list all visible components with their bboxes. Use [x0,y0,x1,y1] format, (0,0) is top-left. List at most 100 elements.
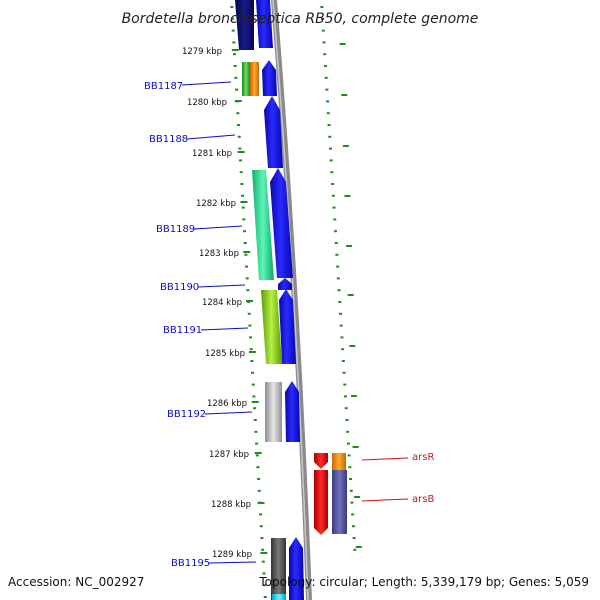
dot-inner [259,513,263,516]
gene-feature[interactable] [252,170,274,280]
dot-inner [238,147,242,150]
scale-tick-outer [349,345,356,347]
dot-inner [243,230,247,233]
scale-tick [243,251,251,253]
dot-outer [334,242,338,244]
dot-outer [333,230,337,233]
scale-tick-outer [354,496,361,498]
dot-outer [338,312,342,315]
gene-feature[interactable] [264,96,283,168]
dot-outer [335,253,339,256]
dot-inner [245,265,249,268]
gene-label-arsb[interactable]: arsB [412,494,434,505]
dot-inner [251,371,255,374]
dot-outer [336,265,340,268]
tick-label: 1282 kbp [196,199,236,209]
gene-feature[interactable] [261,290,282,364]
gene-feature[interactable] [332,453,346,470]
scale-tick-outer [339,43,346,45]
dot-inner [237,124,241,126]
dot-inner [233,53,237,56]
dot-inner [232,41,236,44]
gene-feature[interactable] [289,537,304,600]
scale-tick-outer [352,446,359,448]
dot-outer [337,289,341,292]
dot-outer [331,194,335,197]
gene-feature[interactable] [271,538,286,600]
dot-inner [242,218,246,221]
dot-outer [328,135,332,138]
gene-labels[interactable]: BB1187 BB1188 BB1189 BB1190 BB1191 BB119… [144,81,434,569]
dot-outer [351,525,355,528]
tick-label: 1289 kbp [212,550,252,560]
dot-inner [257,489,261,492]
dot-inner [262,572,266,575]
dot-outer [336,277,340,280]
dot-outer [326,100,330,103]
dot-inner [257,478,261,480]
gene-feature[interactable] [272,594,286,600]
scale-tick-outer [346,245,353,247]
dot-inner [231,17,235,20]
tick-label: 1286 kbp [207,399,247,409]
dot-outer [338,301,342,303]
gene-feature[interactable] [279,289,296,364]
dot-outer [322,41,326,44]
gene-feature[interactable] [235,0,254,50]
gene-feature[interactable] [256,0,273,48]
scale-tick-outer [344,195,351,197]
dot-outer [344,395,348,398]
gene-label-arsr[interactable]: arsR [412,452,434,463]
gene-feature[interactable] [278,278,292,290]
dot-outer [339,324,343,327]
gene-feature[interactable] [242,62,250,96]
dot-inner [239,159,243,162]
gene-feature[interactable] [314,470,328,535]
tick-label: 1288 kbp [211,500,251,510]
dot-inner [260,537,264,539]
dot-inner [261,548,265,551]
dot-inner [255,454,259,457]
gene-feature[interactable] [265,382,282,442]
dot-inner [234,76,238,79]
gene-feature[interactable] [250,62,259,96]
gene-feature[interactable] [262,60,277,96]
tick-label: 1283 kbp [199,249,239,259]
gene-label-bb1191[interactable]: BB1191 [163,325,202,336]
gene-label-bb1192[interactable]: BB1192 [167,409,206,420]
dot-outer [343,383,347,386]
scale-tick [254,452,262,454]
scale-tick [246,300,254,302]
dot-outer [342,371,346,374]
dot-inner [241,194,245,197]
gene-label-bb1189[interactable]: BB1189 [156,224,195,235]
scale-tick-outer [342,145,349,147]
dot-outer [328,147,332,150]
scale-tick [234,100,242,102]
dot-inner [263,596,267,598]
dot-inner [249,348,253,351]
dot-inner [245,277,249,280]
scale-tick [260,552,268,554]
dot-inner [241,206,245,209]
dot-inner [233,65,237,67]
dot-inner [259,525,263,528]
gene-features [235,0,347,600]
topology-label: Topology: circular; Length: 5,339,179 bp… [258,575,589,589]
dot-outer [348,466,352,469]
gene-feature[interactable] [285,381,300,442]
gene-label-bb1195[interactable]: BB1195 [171,558,210,569]
gene-feature[interactable] [332,470,347,534]
gene-feature[interactable] [270,168,293,278]
dot-inner [235,88,239,91]
dot-outer [325,88,329,91]
gene-label-bb1190[interactable]: BB1190 [160,282,199,293]
dot-outer [320,6,324,8]
dot-outer [350,501,354,504]
gene-feature[interactable] [314,453,328,469]
gene-label-bb1187[interactable]: BB1187 [144,81,183,92]
dot-inner [237,135,241,138]
dot-inner [251,383,255,386]
gene-label-bb1188[interactable]: BB1188 [149,134,188,145]
